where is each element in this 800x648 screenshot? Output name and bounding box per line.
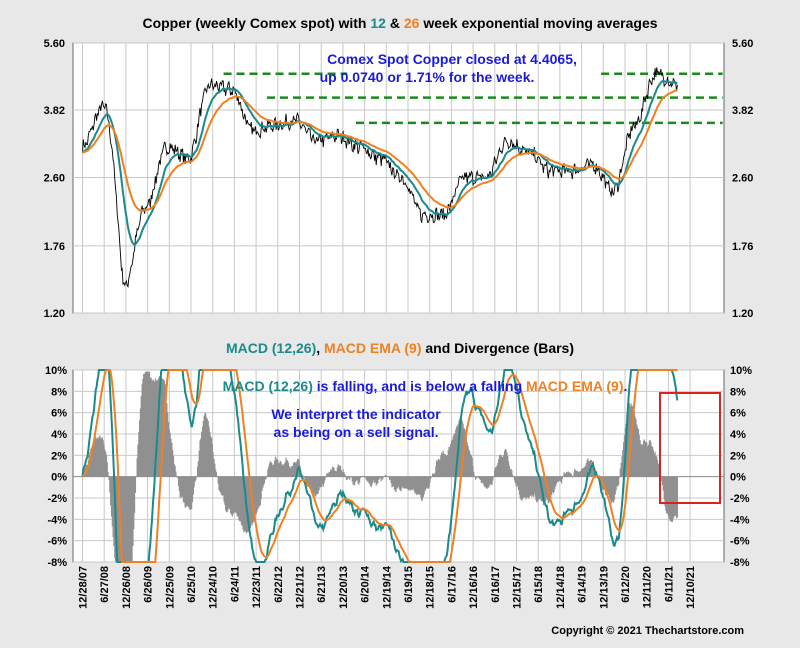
macd-y-tick-label: 8% <box>51 386 67 398</box>
reference-levels <box>223 72 723 125</box>
ema-26-line <box>81 89 678 212</box>
macd-y-tick-label: 8% <box>730 386 746 398</box>
macd-y-tick-label: 6% <box>730 408 746 420</box>
x-tick-label: 12/14/18 <box>555 566 567 609</box>
macd-y-tick-label: -2% <box>47 493 67 505</box>
x-tick-label: 12/21/12 <box>295 566 307 609</box>
x-tick-label: 12/24/10 <box>208 566 220 609</box>
copper-price-line <box>82 67 678 288</box>
price-y-tick-label: 2.60 <box>732 172 753 184</box>
x-tick-label: 12/20/13 <box>338 566 350 609</box>
macd-y-tick-label: -6% <box>730 536 750 548</box>
x-tick-label: 6/12/20 <box>620 566 632 603</box>
x-tick-label: 6/14/19 <box>577 566 589 603</box>
macd-y-tick-label: -4% <box>730 514 750 526</box>
divergence-bars <box>82 371 678 562</box>
x-tick-label: 6/20/14 <box>360 565 372 603</box>
macd-annotation-middle: is falling, and is below a falling <box>313 378 526 394</box>
macd-y-tick-label: 2% <box>51 450 67 462</box>
macd-title-part-ema: MACD EMA (9) <box>324 340 421 356</box>
price-y-tick-label: 1.76 <box>44 241 65 253</box>
x-tick-label: 12/13/19 <box>598 566 610 609</box>
macd-title-part-macd: MACD (12,26) <box>226 340 316 356</box>
price-y-tick-label: 3.82 <box>44 105 65 117</box>
ema-12-line <box>81 79 678 247</box>
macd-ema-line <box>81 369 678 563</box>
price-y-tick-label: 5.60 <box>732 38 753 50</box>
macd-y-ticks-left: 10% 8% 6% 4% 2% 0% -2% -4% -6% -8% <box>45 365 67 569</box>
title-part-ema12: 12 <box>370 15 386 31</box>
macd-annotation-line1: MACD (12,26) is falling, and is below a … <box>223 378 628 394</box>
price-chart-title: Copper (weekly Comex spot) with 12 & 26 … <box>142 15 657 31</box>
title-part-and: & <box>386 15 404 31</box>
price-y-tick-label: 1.20 <box>44 308 65 320</box>
macd-plot-area <box>72 369 725 563</box>
macd-title-part-suffix: and Divergence (Bars) <box>422 340 575 356</box>
x-tick-label: 6/19/15 <box>403 566 415 603</box>
price-y-tick-label: 3.82 <box>732 105 753 117</box>
x-tick-label: 12/26/08 <box>121 566 133 609</box>
macd-y-tick-label: 0% <box>730 472 746 484</box>
macd-y-tick-label: -2% <box>730 493 750 505</box>
x-tick-label: 12/10/21 <box>685 566 697 609</box>
x-tick-label: 6/22/12 <box>273 566 285 603</box>
price-series <box>81 67 678 288</box>
macd-y-tick-label: 10% <box>730 365 752 377</box>
macd-title-part-comma: , <box>316 340 324 356</box>
x-tick-label: 6/24/11 <box>229 566 241 602</box>
macd-y-tick-label: -8% <box>47 557 67 569</box>
highlight-box <box>659 392 721 504</box>
macd-y-tick-label: 2% <box>730 450 746 462</box>
title-part-prefix: Copper (weekly Comex spot) with <box>142 15 370 31</box>
x-tick-label: 6/15/18 <box>533 566 545 603</box>
macd-annotation-period: . <box>624 378 628 394</box>
title-part-ema26: 26 <box>404 15 420 31</box>
x-tick-label: 12/15/17 <box>512 566 524 609</box>
macd-y-tick-label: -6% <box>47 536 67 548</box>
price-y-tick-label: 5.60 <box>44 38 65 50</box>
x-tick-label: 12/11/20 <box>642 566 654 608</box>
macd-y-tick-label: 6% <box>51 408 67 420</box>
price-y-tick-label: 1.76 <box>732 241 753 253</box>
price-annotation-line2: up 0.0740 or 1.71% for the week. <box>320 69 535 85</box>
price-y-tick-label: 2.60 <box>44 172 65 184</box>
macd-y-tick-label: 4% <box>730 429 746 441</box>
x-axis-labels: 12/28/07 6/27/08 12/26/08 6/26/09 12/25/09 6/… <box>78 565 698 609</box>
x-tick-label: 12/28/07 <box>78 566 90 609</box>
macd-annotation-macd: MACD (12,26) <box>223 378 313 394</box>
macd-annotation-line2: We interpret the indicator <box>271 406 441 422</box>
macd-chart-title: MACD (12,26), MACD EMA (9) and Divergenc… <box>226 340 574 356</box>
macd-y-tick-label: -4% <box>47 514 67 526</box>
macd-annotation-ema: MACD EMA (9) <box>526 378 623 394</box>
x-tick-label: 6/25/10 <box>186 566 198 603</box>
x-tick-label: 6/17/16 <box>446 566 458 603</box>
macd-y-tick-label: 0% <box>51 472 67 484</box>
price-y-ticks-right: 5.60 3.82 2.60 1.76 1.20 <box>732 38 753 320</box>
title-part-suffix: week exponential moving averages <box>419 15 657 31</box>
macd-y-tick-label: 10% <box>45 365 67 377</box>
price-y-ticks-left: 5.60 3.82 2.60 1.76 1.20 <box>44 38 65 320</box>
price-annotation-line1: Comex Spot Copper closed at 4.4065, <box>327 51 577 67</box>
macd-y-tick-label: 4% <box>51 429 67 441</box>
x-tick-label: 12/25/09 <box>164 566 176 609</box>
x-tick-label: 6/26/09 <box>143 566 155 603</box>
x-tick-label: 6/16/17 <box>490 566 502 603</box>
x-tick-label: 12/16/16 <box>468 566 480 609</box>
macd-annotation-line3: as being on a sell signal. <box>274 424 439 440</box>
macd-y-ticks-right: 10% 8% 6% 4% 2% 0% -2% -4% -6% -8% <box>730 365 752 569</box>
macd-series <box>81 369 679 563</box>
x-tick-label: 6/27/08 <box>99 566 111 603</box>
x-tick-label: 12/18/15 <box>425 566 437 609</box>
x-tick-label: 12/19/14 <box>381 565 393 609</box>
copyright: Copyright © 2021 Thechartstore.com <box>551 625 744 637</box>
x-tick-label: 12/23/11 <box>251 566 263 608</box>
macd-y-tick-label: -8% <box>730 557 750 569</box>
price-y-tick-label: 1.20 <box>732 308 753 320</box>
x-tick-label: 6/21/13 <box>316 566 328 603</box>
x-tick-label: 6/11/21 <box>663 566 675 602</box>
